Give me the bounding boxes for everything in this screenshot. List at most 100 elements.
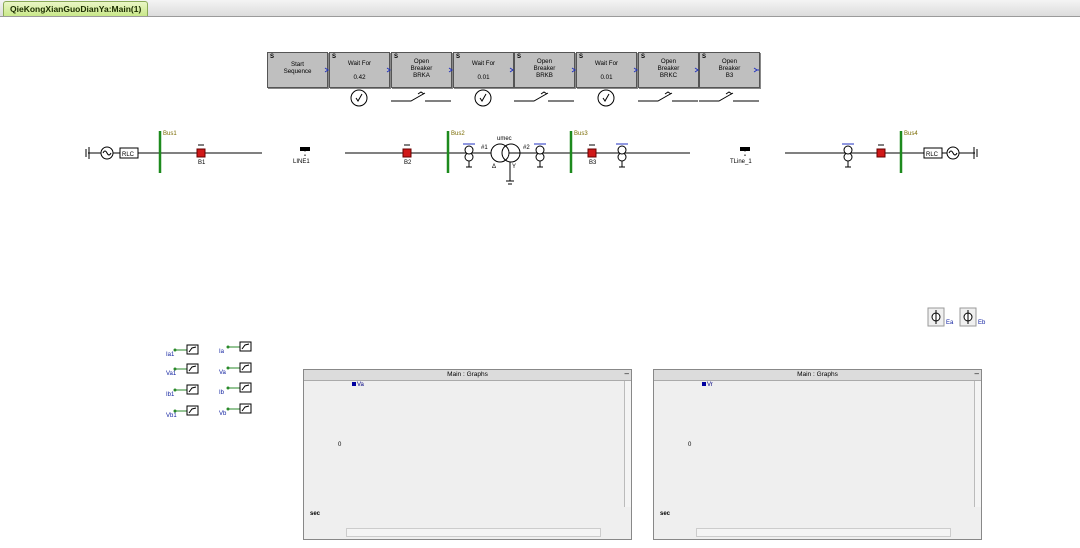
check-icon	[479, 93, 487, 102]
meter-label: Ib	[219, 390, 225, 396]
tline-terminal-icon	[740, 147, 750, 151]
sequence-flag: S	[270, 54, 275, 60]
sine-icon	[948, 150, 958, 156]
line-terminal-icon	[300, 147, 310, 151]
graph-icon	[241, 405, 250, 412]
graph-title: Main : Graphs	[654, 370, 981, 381]
transformer-coil	[490, 143, 510, 163]
ground-icon	[973, 147, 978, 159]
bus-label: Bus1	[163, 131, 177, 137]
sequence-flag: S	[517, 54, 522, 60]
sequence-block-breaker[interactable]: S Open Breaker BRKC	[638, 52, 699, 88]
vertical-scrollbar[interactable]	[974, 381, 981, 507]
graph-legend: Vr	[702, 382, 713, 388]
breaker-icon	[402, 148, 412, 158]
sine-icon	[102, 150, 112, 156]
graph-icon	[241, 364, 250, 371]
arrow-icon	[694, 67, 699, 73]
meter-output-box	[239, 341, 252, 352]
block-value: 0.01	[477, 74, 490, 81]
graph-icon	[188, 386, 197, 393]
meter-label: Va1	[166, 371, 177, 377]
minimize-icon[interactable]: –	[974, 369, 979, 378]
clock-icon	[597, 89, 615, 107]
block-label: Wait For	[471, 60, 496, 67]
delta-label: Δ	[492, 164, 496, 170]
bus-label: Bus3	[574, 131, 588, 137]
multimeter-label: Eb	[978, 320, 986, 326]
multimeter-label: Ea	[946, 320, 954, 326]
minimize-icon[interactable]: –	[624, 369, 629, 378]
arrow-icon	[324, 67, 329, 73]
tab-bar: QieKongXianGuoDianYa:Main(1)	[0, 0, 1080, 17]
switch-open-icon	[514, 92, 574, 102]
y-zero-label: 0	[338, 442, 342, 448]
graph-legend: Va	[352, 382, 364, 388]
ground-icon	[537, 161, 543, 168]
ground-icon	[506, 162, 514, 185]
block-label: Open Breaker BRKA	[410, 58, 433, 79]
switch-open-icon	[699, 92, 759, 102]
clock-icon	[474, 89, 492, 107]
check-icon	[602, 93, 610, 102]
meter-label: Ia	[219, 349, 225, 355]
sequence-block-wait[interactable]: 0.01 S Wait For	[576, 52, 637, 88]
meter-output-box	[239, 403, 252, 414]
x-unit-label: sec	[660, 511, 671, 517]
sequence-flag: S	[332, 54, 337, 60]
signal-node	[226, 345, 230, 349]
arrow-up-icon	[725, 91, 733, 95]
bus-label: Bus4	[904, 131, 918, 137]
meter-icon	[617, 145, 627, 155]
meter-output-box	[186, 363, 199, 374]
graph-panel-2[interactable]: Main : Graphs – Vr 0 sec	[653, 369, 982, 540]
sequence-flag: S	[641, 54, 646, 60]
arrow-icon	[633, 67, 638, 73]
meter-label: Va	[219, 370, 227, 376]
meter-output-box	[186, 405, 199, 416]
sequence-block-breaker[interactable]: S Open Breaker B3	[699, 52, 760, 88]
sequence-flag: S	[456, 54, 461, 60]
ground-icon	[85, 147, 90, 159]
meter-icon	[464, 145, 474, 155]
block-label: Open Breaker BRKC	[657, 58, 680, 79]
arrow-up-icon	[540, 91, 548, 95]
tline-label: TLine_1	[730, 159, 752, 165]
signal-node	[173, 348, 177, 352]
graph-icon	[188, 407, 197, 414]
meter-output-box	[186, 344, 199, 355]
sequence-block-breaker[interactable]: S Open Breaker BRKA	[391, 52, 452, 88]
block-value: 0.01	[600, 74, 613, 81]
signal-node	[226, 366, 230, 370]
block-label: Wait For	[594, 60, 619, 67]
meter-icon	[535, 145, 545, 155]
check-icon	[355, 93, 363, 102]
tab-main[interactable]: QieKongXianGuoDianYa:Main(1)	[3, 1, 149, 16]
breaker-label: B3	[589, 160, 597, 166]
transformer-coil	[501, 143, 521, 163]
arrow-up-icon	[664, 91, 672, 95]
bus-label: Bus2	[451, 131, 465, 137]
ground-icon	[466, 161, 472, 168]
sequence-block-start[interactable]: S Start Sequence	[267, 52, 328, 88]
block-label: Start Sequence	[283, 61, 312, 75]
clock-icon	[350, 89, 368, 107]
breaker-icon	[196, 148, 206, 158]
sequence-block-wait[interactable]: 0.01 S Wait For	[453, 52, 514, 88]
block-label: Open Breaker BRKB	[533, 58, 556, 79]
vertical-scrollbar[interactable]	[624, 381, 631, 507]
breaker-label: B1	[198, 160, 206, 166]
graph-panel-1[interactable]: Main : Graphs – Va 0 sec	[303, 369, 632, 540]
sequence-flag: S	[702, 54, 707, 60]
wye-label: Y	[512, 164, 516, 170]
horizontal-scrollbar[interactable]	[346, 528, 601, 537]
rlc-label: RLC	[926, 152, 939, 158]
block-value: 0.42	[353, 74, 366, 81]
meter-output-box	[239, 382, 252, 393]
signal-node	[173, 409, 177, 413]
meter-label: Vb1	[166, 413, 177, 419]
horizontal-scrollbar[interactable]	[696, 528, 951, 537]
arrow-icon	[509, 67, 514, 73]
rlc-box	[923, 147, 943, 159]
signal-node	[226, 386, 230, 390]
